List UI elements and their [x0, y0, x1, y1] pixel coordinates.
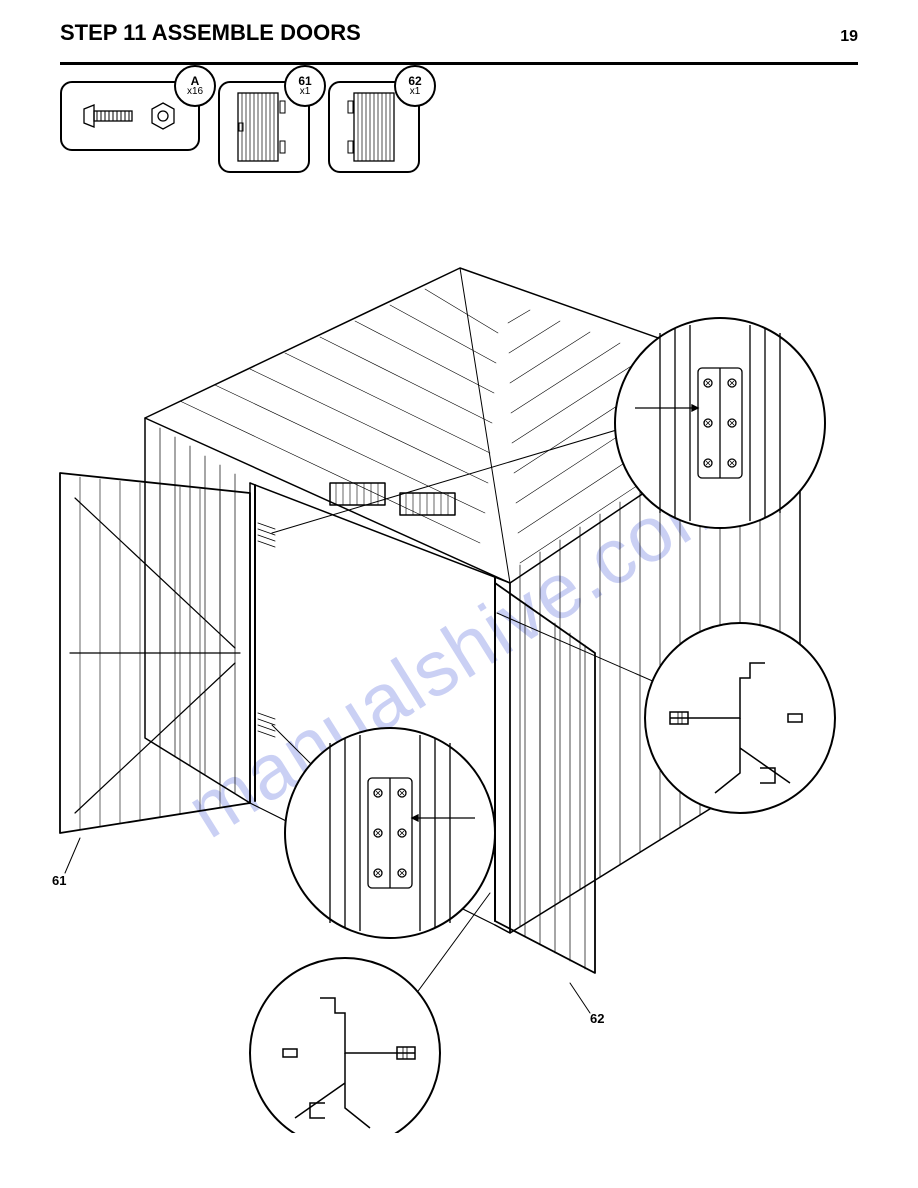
label-left-door: 61: [52, 873, 66, 888]
detail-hinge-top: [615, 318, 825, 528]
door-right-icon: [346, 91, 402, 163]
parts-row: A x16 61 x1: [0, 65, 918, 173]
part-door-right: 62 x1: [328, 81, 420, 173]
shed-illustration: [0, 173, 918, 1133]
label-right-door: 62: [590, 1011, 604, 1026]
screw-icon: [82, 103, 142, 129]
badge-fastener: A x16: [174, 65, 216, 107]
badge-door-right: 62 x1: [394, 65, 436, 107]
badge-qty: x1: [300, 87, 311, 97]
detail-hinge-center: [285, 728, 495, 938]
door-left-icon: [236, 91, 292, 163]
part-door-left: 61 x1: [218, 81, 310, 173]
page-number: 19: [840, 28, 858, 46]
part-fastener: A x16: [60, 81, 200, 151]
detail-section-right: [645, 623, 835, 813]
nut-icon: [148, 101, 178, 131]
badge-door-left: 61 x1: [284, 65, 326, 107]
badge-qty: x1: [410, 87, 421, 97]
step-title: STEP 11 ASSEMBLE DOORS: [60, 20, 361, 46]
badge-qty: x16: [187, 87, 203, 97]
detail-section-bottom: [250, 958, 440, 1133]
main-diagram: manualshive.com: [0, 173, 918, 1133]
